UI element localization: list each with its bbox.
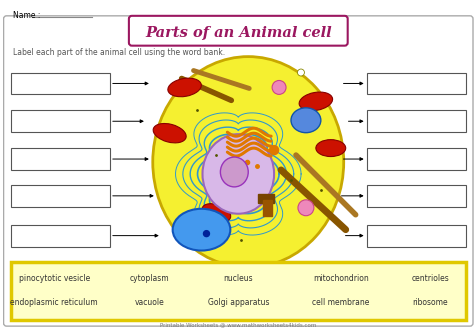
Bar <box>258 194 274 203</box>
Text: endoplasmic reticulum: endoplasmic reticulum <box>10 298 98 307</box>
Ellipse shape <box>203 231 210 237</box>
Ellipse shape <box>202 204 231 222</box>
Ellipse shape <box>270 146 279 155</box>
Ellipse shape <box>272 81 286 94</box>
FancyBboxPatch shape <box>10 110 110 132</box>
Ellipse shape <box>316 140 346 157</box>
FancyBboxPatch shape <box>4 16 473 326</box>
Text: vacuole: vacuole <box>135 298 164 307</box>
Text: ribosome: ribosome <box>412 298 448 307</box>
Text: cell membrane: cell membrane <box>312 298 369 307</box>
FancyBboxPatch shape <box>366 185 466 207</box>
Text: Parts of an Animal cell: Parts of an Animal cell <box>145 26 332 40</box>
Text: Name :: Name : <box>12 11 40 20</box>
FancyBboxPatch shape <box>10 148 110 170</box>
Bar <box>263 200 272 216</box>
FancyBboxPatch shape <box>366 73 466 94</box>
Ellipse shape <box>299 92 333 111</box>
Ellipse shape <box>153 57 344 267</box>
Text: Label each part of the animal cell using the word bank.: Label each part of the animal cell using… <box>12 48 225 57</box>
Text: Printable Worksheets @ www.mathworksheets4kids.com: Printable Worksheets @ www.mathworksheet… <box>160 322 317 327</box>
Ellipse shape <box>298 69 304 76</box>
Text: nucleus: nucleus <box>223 274 253 283</box>
FancyBboxPatch shape <box>10 73 110 94</box>
FancyBboxPatch shape <box>366 110 466 132</box>
Ellipse shape <box>168 78 201 97</box>
FancyBboxPatch shape <box>10 225 110 246</box>
Ellipse shape <box>173 209 230 250</box>
FancyBboxPatch shape <box>10 185 110 207</box>
Text: centrioles: centrioles <box>411 274 449 283</box>
Ellipse shape <box>298 200 314 216</box>
Ellipse shape <box>202 134 274 214</box>
Text: Golgi apparatus: Golgi apparatus <box>208 298 269 307</box>
FancyBboxPatch shape <box>10 262 466 320</box>
Text: pinocytotic vesicle: pinocytotic vesicle <box>18 274 90 283</box>
Text: mitochondrion: mitochondrion <box>313 274 369 283</box>
Text: cytoplasm: cytoplasm <box>130 274 170 283</box>
FancyBboxPatch shape <box>129 16 348 46</box>
Ellipse shape <box>291 108 321 133</box>
FancyBboxPatch shape <box>366 225 466 246</box>
Ellipse shape <box>220 157 248 187</box>
Ellipse shape <box>153 124 186 143</box>
FancyBboxPatch shape <box>366 148 466 170</box>
